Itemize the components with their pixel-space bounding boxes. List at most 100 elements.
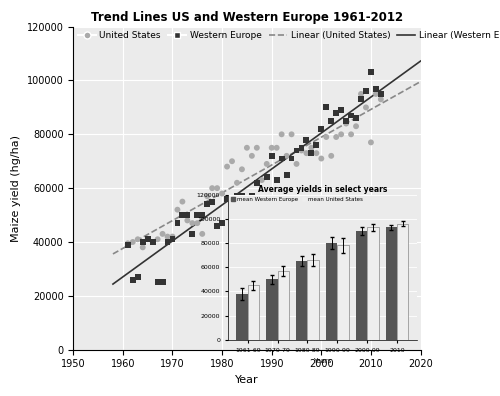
Point	[144, 236, 152, 242]
Point	[367, 69, 375, 76]
Point	[362, 104, 370, 110]
Point	[208, 185, 216, 191]
Point	[144, 236, 152, 242]
Point	[164, 233, 172, 240]
Point	[262, 161, 270, 167]
Point	[292, 161, 300, 167]
Point	[302, 137, 310, 143]
Point	[342, 118, 350, 124]
Point	[347, 112, 355, 119]
Title: Trend Lines US and Western Europe 1961-2012: Trend Lines US and Western Europe 1961-2…	[91, 11, 403, 24]
Y-axis label: Maize yield (hg/ha): Maize yield (hg/ha)	[11, 135, 21, 242]
Legend: United States, Western Europe, Linear (United States), Linear (Western Europe): United States, Western Europe, Linear (U…	[78, 31, 500, 40]
Point	[208, 198, 216, 205]
Point	[154, 279, 162, 286]
Point	[178, 198, 186, 205]
Point	[218, 190, 226, 197]
Point	[352, 115, 360, 121]
Point	[194, 212, 202, 218]
Point	[337, 131, 345, 137]
Point	[178, 212, 186, 218]
Point	[278, 155, 285, 162]
Point	[272, 177, 280, 183]
Point	[188, 231, 196, 237]
Point	[198, 231, 206, 237]
Point	[233, 180, 241, 186]
Point	[168, 236, 176, 242]
Point	[233, 193, 241, 199]
Point	[337, 107, 345, 113]
Point	[223, 164, 231, 170]
Point	[308, 150, 316, 156]
Point	[248, 193, 256, 199]
Point	[203, 193, 211, 199]
Point	[278, 131, 285, 137]
Point	[282, 153, 290, 159]
Point	[184, 217, 192, 224]
Point	[318, 155, 326, 162]
Point	[332, 134, 340, 140]
Point	[138, 239, 146, 245]
Point	[288, 131, 296, 137]
Point	[223, 196, 231, 202]
Point	[138, 244, 146, 251]
Point	[342, 120, 350, 127]
Point	[362, 88, 370, 94]
Point	[238, 166, 246, 173]
Point	[272, 145, 280, 151]
Point	[124, 242, 132, 248]
Point	[312, 150, 320, 156]
Point	[298, 145, 306, 151]
Point	[327, 118, 335, 124]
Point	[282, 171, 290, 178]
Point	[357, 96, 365, 103]
Point	[148, 239, 156, 245]
Point	[377, 96, 385, 103]
Point	[198, 212, 206, 218]
Point	[129, 276, 137, 283]
Point	[347, 131, 355, 137]
Point	[218, 220, 226, 226]
Point	[168, 233, 176, 240]
Point	[213, 185, 221, 191]
Point	[332, 110, 340, 116]
Point	[268, 153, 276, 159]
Point	[158, 231, 166, 237]
Point	[327, 153, 335, 159]
Point	[312, 142, 320, 148]
Point	[184, 212, 192, 218]
Point	[372, 86, 380, 92]
Point	[154, 236, 162, 242]
Point	[213, 223, 221, 229]
Point	[134, 274, 142, 280]
Point	[318, 126, 326, 132]
Point	[372, 91, 380, 97]
Point	[174, 220, 182, 226]
Point	[258, 201, 266, 208]
Point	[188, 220, 196, 226]
Point	[302, 150, 310, 156]
Point	[253, 180, 261, 186]
Point	[194, 220, 202, 226]
Point	[253, 145, 261, 151]
Point	[243, 145, 251, 151]
Point	[243, 198, 251, 205]
Point	[268, 145, 276, 151]
Point	[248, 153, 256, 159]
Point	[158, 279, 166, 286]
Point	[367, 139, 375, 146]
Point	[308, 145, 316, 151]
Point	[322, 104, 330, 110]
Point	[148, 239, 156, 245]
Point	[228, 198, 236, 205]
Point	[377, 91, 385, 97]
X-axis label: Year: Year	[235, 375, 258, 385]
Point	[228, 158, 236, 164]
Point	[357, 91, 365, 97]
Point	[164, 239, 172, 245]
Point	[262, 174, 270, 181]
Point	[352, 123, 360, 129]
Point	[129, 239, 137, 245]
Point	[203, 201, 211, 208]
Point	[124, 240, 132, 246]
